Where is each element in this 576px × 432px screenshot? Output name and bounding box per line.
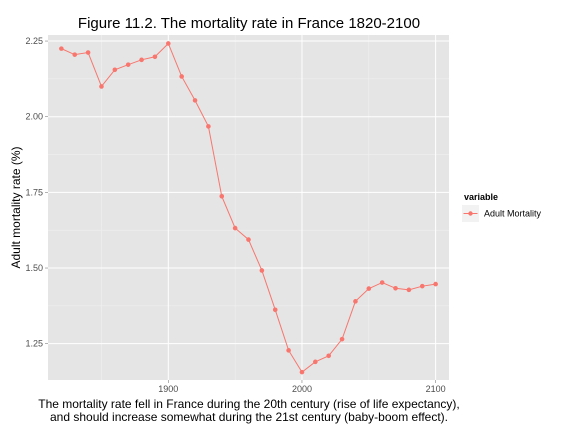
data-point [433, 281, 438, 287]
data-point [72, 52, 78, 57]
data-point [112, 67, 118, 73]
data-point [59, 46, 64, 51]
x-tick-label: 1900 [158, 384, 178, 394]
legend: variable Adult Mortality [462, 192, 542, 222]
y-tick-label: 2.00 [25, 112, 43, 122]
series-layer [59, 41, 438, 375]
data-point [152, 54, 158, 60]
y-tick-label: 1.50 [25, 263, 43, 273]
data-point [166, 41, 171, 46]
data-point [353, 299, 358, 304]
data-point [406, 287, 412, 293]
data-point [326, 353, 332, 359]
chart-title: Figure 11.2. The mortality rate in Franc… [78, 15, 420, 32]
x-axis: 1900 2000 2100 [158, 380, 446, 394]
data-point [179, 74, 184, 79]
data-point [219, 194, 225, 199]
caption-line-1: The mortality rate fell in France during… [38, 397, 460, 411]
data-point [419, 283, 425, 289]
data-point [99, 84, 104, 89]
legend-title: variable [464, 192, 498, 202]
x-tick-label: 2100 [426, 384, 446, 394]
y-axis: 1.25 1.50 1.75 2.00 2.25 [25, 36, 48, 349]
data-point [125, 62, 131, 67]
data-point [232, 225, 238, 231]
data-point [339, 336, 345, 342]
data-point [139, 57, 144, 63]
data-point [246, 237, 251, 242]
caption-line-2: and should increase somewhat during the … [50, 410, 448, 424]
data-point [393, 286, 398, 291]
x-tick-label: 2000 [292, 384, 312, 394]
major-gridlines [48, 35, 449, 380]
y-axis-title: Adult mortality rate (%) [9, 146, 23, 268]
y-tick-label: 1.75 [25, 187, 43, 197]
data-point [313, 359, 318, 365]
y-tick-label: 2.25 [25, 36, 43, 46]
legend-key-point [468, 211, 473, 216]
data-point [366, 286, 372, 291]
data-point [379, 280, 385, 285]
data-point [299, 369, 305, 375]
data-point [286, 348, 291, 353]
legend-label-adult-mortality: Adult Mortality [484, 209, 542, 219]
data-point [206, 124, 211, 129]
data-point [272, 307, 278, 313]
data-point [259, 268, 265, 273]
y-tick-label: 1.25 [25, 339, 43, 349]
minor-gridlines [48, 35, 449, 380]
plot-panel [48, 35, 449, 380]
data-point [85, 50, 91, 55]
data-point [192, 98, 198, 103]
